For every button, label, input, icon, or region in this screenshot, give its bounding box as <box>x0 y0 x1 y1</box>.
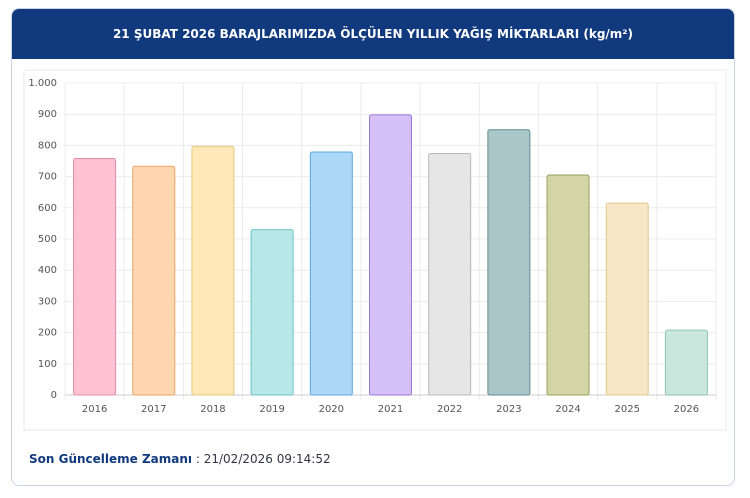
y-tick-label: 300 <box>38 296 57 307</box>
x-tick-label: 2017 <box>141 404 166 415</box>
y-tick-label: 200 <box>38 328 57 339</box>
bar <box>191 145 235 396</box>
footer-label: Son Güncelleme Zamanı <box>29 452 193 466</box>
x-tick-label: 2019 <box>259 404 284 415</box>
bar <box>73 158 117 396</box>
y-tick-label: 400 <box>38 265 57 276</box>
bar <box>546 174 590 396</box>
bar <box>132 165 176 396</box>
y-tick-label: 1.000 <box>28 78 57 89</box>
x-tick-label: 2020 <box>319 404 344 415</box>
y-tick-label: 600 <box>38 203 57 214</box>
footer: Son Güncelleme Zamanı : 21/02/2026 09:14… <box>29 452 331 466</box>
y-tick-label: 100 <box>38 359 57 370</box>
y-tick-label: 900 <box>38 109 57 120</box>
bar <box>487 129 531 396</box>
x-tick-label: 2022 <box>437 404 462 415</box>
bar <box>664 329 708 396</box>
plot-frame <box>23 69 727 431</box>
y-tick-label: 0 <box>51 390 57 401</box>
bar <box>369 114 412 396</box>
x-tick-label: 2018 <box>200 404 225 415</box>
y-tick-label: 800 <box>38 140 57 151</box>
x-tick-label: 2016 <box>82 404 107 415</box>
x-tick-label: 2026 <box>674 404 699 415</box>
footer-value: : 21/02/2026 09:14:52 <box>195 452 331 466</box>
bar <box>309 151 353 396</box>
bar <box>605 202 649 396</box>
bar <box>428 153 472 396</box>
x-tick-label: 2024 <box>555 404 580 415</box>
x-tick-label: 2021 <box>378 404 403 415</box>
chart-title: 21 ŞUBAT 2026 BARAJLARIMIZDA ÖLÇÜLEN YIL… <box>12 9 734 59</box>
x-tick-label: 2023 <box>496 404 521 415</box>
bar <box>250 229 294 396</box>
y-tick-label: 700 <box>38 172 57 183</box>
y-tick-label: 500 <box>38 234 57 245</box>
x-tick-label: 2025 <box>615 404 640 415</box>
card: 21 ŞUBAT 2026 BARAJLARIMIZDA ÖLÇÜLEN YIL… <box>11 8 735 486</box>
